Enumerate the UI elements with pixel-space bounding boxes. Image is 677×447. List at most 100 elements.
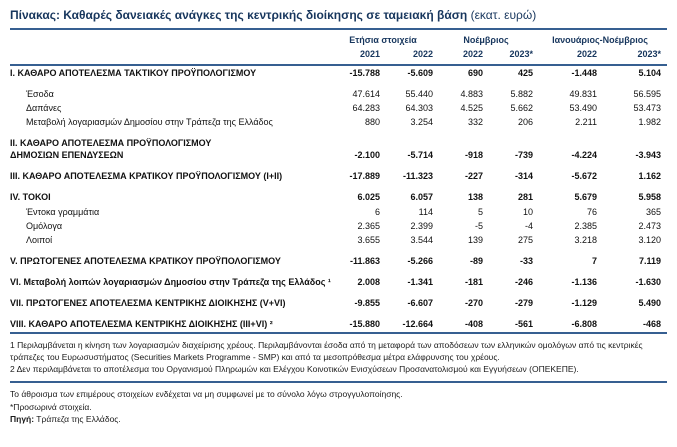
top-divider bbox=[10, 28, 667, 30]
cell-value: 139 bbox=[467, 234, 483, 245]
year-header-1-0: 2022 bbox=[439, 47, 489, 66]
cell-value: 49.831 bbox=[569, 88, 597, 99]
cell-value: -468 bbox=[643, 319, 662, 330]
cell-value: -5.266 bbox=[407, 256, 433, 267]
cell-value: 880 bbox=[364, 116, 380, 127]
cell-value: 5 bbox=[477, 206, 483, 217]
cell-value: 55.440 bbox=[405, 88, 433, 99]
row-label: Λοιποί bbox=[26, 234, 53, 245]
cell-value: 76 bbox=[586, 206, 597, 217]
table-row: Μεταβολή λογαριασμών Δημοσίου στην Τράπε… bbox=[10, 115, 667, 129]
cell-value: 1.982 bbox=[638, 116, 662, 127]
cell-value: -561 bbox=[514, 319, 533, 330]
table-row: V. ΠΡΩΤΟΓΕΝΕΣ ΑΠΟΤΕΛΕΣΜΑ ΚΡΑΤΙΚΟΥ ΠΡΟΫΠΟ… bbox=[10, 254, 667, 268]
cell-value: -5.609 bbox=[407, 67, 433, 78]
cell-value: -2.100 bbox=[354, 150, 380, 161]
cell-value: -5.672 bbox=[571, 171, 597, 182]
source-label: Πηγή: bbox=[10, 413, 35, 424]
cell-value: 114 bbox=[418, 206, 433, 217]
cell-value: 3.254 bbox=[410, 116, 433, 127]
cell-value: -5 bbox=[474, 220, 483, 231]
cell-value: -1.448 bbox=[571, 67, 597, 78]
cell-value: 2.008 bbox=[357, 277, 380, 288]
cell-value: 425 bbox=[517, 67, 533, 78]
cell-value: -1.129 bbox=[571, 298, 597, 309]
row-spacer bbox=[10, 247, 667, 254]
row-label: III. ΚΑΘΑΡΟ ΑΠΟΤΕΛΕΣΜΑ ΚΡΑΤΙΚΟΥ ΠΡΟΫΠΟΛΟ… bbox=[10, 171, 283, 182]
row-spacer bbox=[10, 162, 667, 169]
table-row: IV. ΤΟΚΟΙ 6.025 6.057 138 281 5.679 5.958 bbox=[10, 190, 667, 204]
cell-value: 5.958 bbox=[638, 192, 662, 203]
cell-value: 6 bbox=[374, 206, 380, 217]
cell-value: 7.119 bbox=[638, 256, 662, 267]
cell-value: 5.882 bbox=[510, 88, 533, 99]
row-label: II. ΚΑΘΑΡΟ ΑΠΟΤΕΛΕΣΜΑ ΠΡΟΫΠΟΛΟΓΙΣΜΟΥ ΔΗΜ… bbox=[10, 138, 212, 161]
cell-value: -17.889 bbox=[349, 171, 380, 182]
row-spacer bbox=[10, 289, 667, 296]
row-spacer bbox=[10, 268, 667, 275]
cell-value: 10 bbox=[522, 206, 533, 217]
source-note: Πηγή: Τράπεζα της Ελλάδος. bbox=[10, 413, 667, 425]
year-header-2-1: 2023* bbox=[603, 47, 668, 66]
table-row: I. ΚΑΘΑΡΟ ΑΠΟΤΕΛΕΣΜΑ ΤΑΚΤΙΚΟΥ ΠΡΟΫΠΟΛΟΓΙ… bbox=[10, 65, 667, 80]
row-label: Δαπάνες bbox=[26, 102, 62, 113]
cell-value: 53.473 bbox=[633, 102, 662, 113]
year-header-0-0: 2021 bbox=[333, 47, 386, 66]
cell-value: -15.880 bbox=[349, 319, 380, 330]
cell-value: -3.943 bbox=[635, 150, 662, 161]
row-label: IV. ΤΟΚΟΙ bbox=[10, 192, 51, 203]
cell-value: 4.525 bbox=[460, 102, 483, 113]
row-label: V. ΠΡΩΤΟΓΕΝΕΣ ΑΠΟΤΕΛΕΣΜΑ ΚΡΑΤΙΚΟΥ ΠΡΟΫΠΟ… bbox=[10, 256, 281, 267]
cell-value: -1.136 bbox=[571, 277, 597, 288]
cell-value: 2.385 bbox=[574, 220, 597, 231]
cell-value: 365 bbox=[645, 206, 662, 217]
cell-value: 64.283 bbox=[352, 102, 380, 113]
row-label: VIII. ΚΑΘΑΡΟ ΑΠΟΤΕΛΕΣΜΑ ΚΕΝΤΡΙΚΗΣ ΔΙΟΙΚΗ… bbox=[10, 319, 273, 330]
row-label: Έντοκα γραμμάτια bbox=[26, 206, 100, 217]
cell-value: -4.224 bbox=[571, 150, 597, 161]
cell-value: 2.365 bbox=[357, 220, 380, 231]
cell-value: -1.630 bbox=[635, 277, 662, 288]
row-spacer bbox=[10, 80, 667, 87]
column-group-header-3: Ιανουάριος-Νοέμβριος bbox=[552, 35, 648, 45]
cell-value: 7 bbox=[591, 256, 597, 267]
cell-value: -4 bbox=[524, 220, 533, 231]
table-row: Έσοδα 47.614 55.440 4.883 5.882 49.831 56.595 bbox=[10, 87, 667, 101]
cell-value: 138 bbox=[467, 192, 483, 203]
table-row: Ομόλογα 2.365 2.399 -5 -4 2.385 2.473 bbox=[10, 219, 667, 233]
footnotes-block: 1 Περιλαμβάνεται η κίνηση των λογαριασμώ… bbox=[10, 340, 667, 377]
cell-value: 56.595 bbox=[633, 88, 662, 99]
cell-value: 3.120 bbox=[638, 234, 662, 245]
row-label: VI. Μεταβολή λοιπών λογαριασμών Δημοσίου… bbox=[10, 277, 331, 288]
cell-value: 64.303 bbox=[405, 102, 433, 113]
year-header-0-1: 2022 bbox=[386, 47, 439, 66]
cell-value: 5.104 bbox=[638, 67, 662, 78]
cell-value: -314 bbox=[514, 171, 533, 182]
row-label: I. ΚΑΘΑΡΟ ΑΠΟΤΕΛΕΣΜΑ ΤΑΚΤΙΚΟΥ ΠΡΟΫΠΟΛΟΓΙ… bbox=[10, 67, 257, 78]
cell-value: 3.655 bbox=[357, 234, 380, 245]
table-row: VIII. ΚΑΘΑΡΟ ΑΠΟΤΕΛΕΣΜΑ ΚΕΝΤΡΙΚΗΣ ΔΙΟΙΚΗ… bbox=[10, 317, 667, 332]
row-label: Μεταβολή λογαριασμών Δημοσίου στην Τράπε… bbox=[26, 116, 273, 127]
table-header: Ετήσια στοιχεία Νοέμβριος Ιανουάριος-Νοέμβ… bbox=[10, 31, 668, 66]
row-label: Ομόλογα bbox=[26, 220, 63, 231]
bottom-divider bbox=[10, 381, 667, 384]
table-row: Έντοκα γραμμάτια 6 114 5 10 76 365 bbox=[10, 205, 667, 219]
footnote-2: 2 Δεν περιλαμβάνεται το αποτέλεσμα του Ο… bbox=[10, 364, 579, 375]
document-page: Πίνακας: Καθαρές δανειακές ανάγκες της κ… bbox=[10, 8, 668, 425]
cell-value: 5.662 bbox=[510, 102, 533, 113]
cell-value: 6.025 bbox=[357, 192, 380, 203]
cell-value: -246 bbox=[514, 277, 533, 288]
cell-value: -408 bbox=[464, 319, 483, 330]
cell-value: -227 bbox=[464, 171, 483, 182]
year-header-1-1: 2023* bbox=[489, 47, 539, 66]
table-row: VII. ΠΡΩΤΟΓΕΝΕΣ ΑΠΟΤΕΛΕΣΜΑ ΚΕΝΤΡΙΚΗΣ ΔΙΟ… bbox=[10, 296, 667, 310]
cell-value: 281 bbox=[517, 192, 533, 203]
cell-value: -6.808 bbox=[571, 319, 597, 330]
row-label: VII. ΠΡΩΤΟΓΕΝΕΣ ΑΠΟΤΕΛΕΣΜΑ ΚΕΝΤΡΙΚΗΣ ΔΙΟ… bbox=[10, 298, 286, 309]
footnote-1: 1 Περιλαμβάνεται η κίνηση των λογαριασμώ… bbox=[10, 339, 643, 362]
cell-value: -12.664 bbox=[402, 319, 433, 330]
cell-value: 3.544 bbox=[410, 234, 433, 245]
cell-value: 2.399 bbox=[410, 220, 433, 231]
notes-block: Το άθροισμα των επιμέρους στοιχείων ενδέ… bbox=[10, 388, 667, 425]
cell-value: 332 bbox=[467, 116, 483, 127]
